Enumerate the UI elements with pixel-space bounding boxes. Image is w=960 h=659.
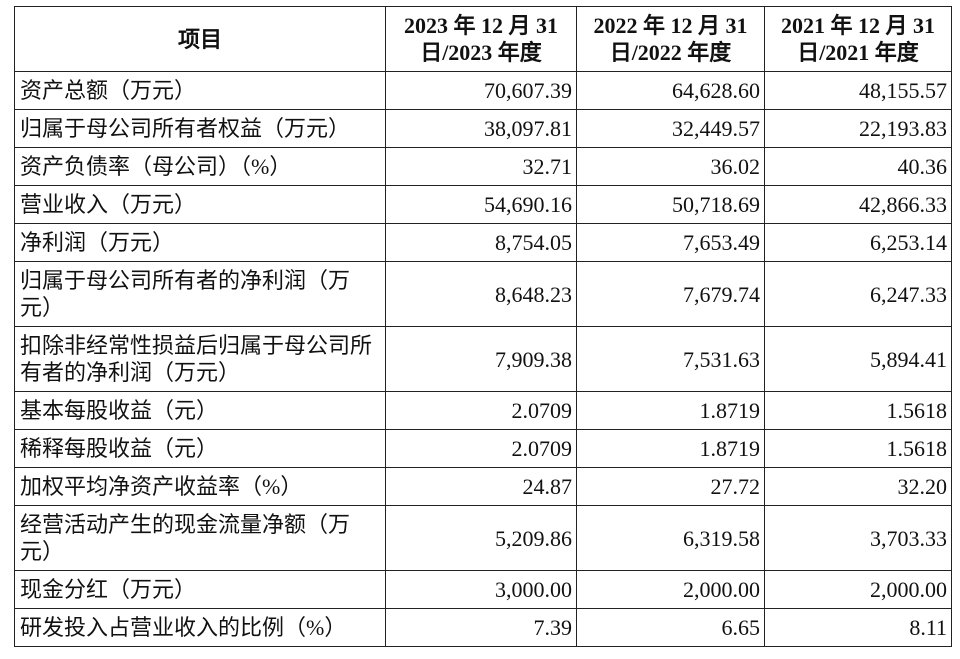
value-cell: 8,648.23 [385,261,577,327]
value-cell: 7,909.38 [385,326,577,392]
table-row: 现金分红（万元） 3,000.00 2,000.00 2,000.00 [14,570,952,609]
value-cell: 7,653.49 [576,223,765,262]
value-cell: 5,209.86 [385,505,577,571]
value-cell: 2.0709 [385,429,577,468]
value-cell: 42,866.33 [764,185,952,224]
value-cell: 48,155.57 [764,71,952,110]
row-label: 稀释每股收益（元） [14,429,386,468]
value-cell: 38,097.81 [385,109,577,148]
row-label: 经营活动产生的现金流量净额（万元） [14,505,386,571]
value-cell: 6,253.14 [764,223,952,262]
value-cell: 32,449.57 [576,109,765,148]
table-row: 资产总额（万元） 70,607.39 64,628.60 48,155.57 [14,71,952,110]
value-cell: 1.5618 [764,391,952,430]
value-cell: 6,319.58 [576,505,765,571]
data-table: 项目 2023 年 12 月 31 日/2023 年度 2022 年 12 月 31… [14,6,952,647]
value-cell: 32.71 [385,147,577,186]
value-cell: 3,703.33 [764,505,952,571]
value-cell: 1.8719 [576,391,765,430]
table-row: 扣除非经常性损益后归属于母公司所有者的净利润（万元） 7,909.38 7,531.… [14,326,952,392]
table-row: 基本每股收益（元） 2.0709 1.8719 1.5618 [14,391,952,430]
table-header: 项目 2023 年 12 月 31 日/2023 年度 2022 年 12 月 31… [14,6,952,72]
value-cell: 64,628.60 [576,71,765,110]
row-label: 归属于母公司所有者的净利润（万元） [14,261,386,327]
value-cell: 27.72 [576,467,765,506]
value-cell: 6.65 [576,608,765,647]
value-cell: 7,531.63 [576,326,765,392]
value-cell: 3,000.00 [385,570,577,609]
value-cell: 32.20 [764,467,952,506]
header-cell: 2023 年 12 月 31 日/2023 年度 [385,6,577,72]
row-label: 营业收入（万元） [14,185,386,224]
header-cell: 2022 年 12 月 31 日/2022 年度 [576,6,765,72]
value-cell: 7,679.74 [576,261,765,327]
table-row: 净利润（万元） 8,754.05 7,653.49 6,253.14 [14,223,952,262]
row-label: 归属于母公司所有者权益（万元） [14,109,386,148]
row-label: 扣除非经常性损益后归属于母公司所有者的净利润（万元） [14,326,386,392]
table-body: 资产总额（万元） 70,607.39 64,628.60 48,155.57 归属于母公… [14,71,952,647]
table-row: 资产负债率（母公司）（%） 32.71 36.02 40.36 [14,147,952,186]
row-label: 现金分红（万元） [14,570,386,609]
table-row: 营业收入（万元） 54,690.16 50,718.69 42,866.33 [14,185,952,224]
value-cell: 8,754.05 [385,223,577,262]
header-cell: 2021 年 12 月 31 日/2021 年度 [764,6,952,72]
value-cell: 1.8719 [576,429,765,468]
row-label: 基本每股收益（元） [14,391,386,430]
row-label: 资产总额（万元） [14,71,386,110]
table-row: 研发投入占营业收入的比例（%） 7.39 6.65 8.11 [14,608,952,647]
row-label: 研发投入占营业收入的比例（%） [14,608,386,647]
value-cell: 2,000.00 [576,570,765,609]
table-row: 经营活动产生的现金流量净额（万元） 5,209.86 6,319.58 3,703.3… [14,505,952,571]
value-cell: 7.39 [385,608,577,647]
table-row: 稀释每股收益（元） 2.0709 1.8719 1.5618 [14,429,952,468]
value-cell: 50,718.69 [576,185,765,224]
table-row: 归属于母公司所有者权益（万元） 38,097.81 32,449.57 22,193.… [14,109,952,148]
value-cell: 5,894.41 [764,326,952,392]
value-cell: 2.0709 [385,391,577,430]
table-row: 归属于母公司所有者的净利润（万元） 8,648.23 7,679.74 6,247.3… [14,261,952,327]
row-label: 加权平均净资产收益率（%） [14,467,386,506]
value-cell: 54,690.16 [385,185,577,224]
row-label: 净利润（万元） [14,223,386,262]
value-cell: 8.11 [764,608,952,647]
value-cell: 1.5618 [764,429,952,468]
header-row: 项目 2023 年 12 月 31 日/2023 年度 2022 年 12 月 31… [14,6,952,72]
value-cell: 36.02 [576,147,765,186]
value-cell: 24.87 [385,467,577,506]
value-cell: 70,607.39 [385,71,577,110]
header-cell: 项目 [14,6,386,72]
value-cell: 40.36 [764,147,952,186]
value-cell: 2,000.00 [764,570,952,609]
row-label: 资产负债率（母公司）（%） [14,147,386,186]
table-row: 加权平均净资产收益率（%） 24.87 27.72 32.20 [14,467,952,506]
value-cell: 6,247.33 [764,261,952,327]
value-cell: 22,193.83 [764,109,952,148]
